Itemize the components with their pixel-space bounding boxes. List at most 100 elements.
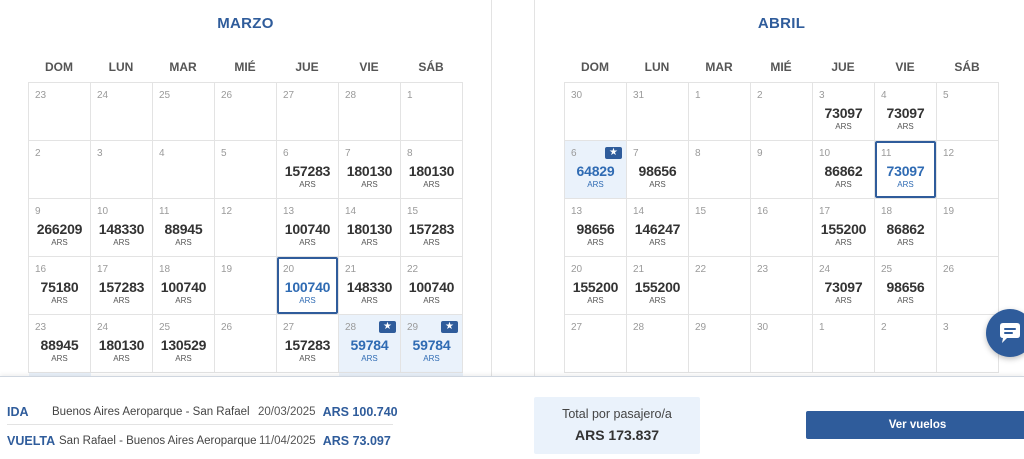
calendar-day[interactable]: 17 157283 ARS	[91, 257, 153, 315]
day-currency: ARS	[361, 180, 378, 189]
day-number: 13	[571, 206, 583, 217]
calendar-day[interactable]: 25 130529 ARS	[153, 315, 215, 373]
day-currency: ARS	[835, 238, 852, 247]
day-number: 15	[695, 206, 707, 217]
leg-route: Buenos Aires Aeroparque - San Rafael	[52, 406, 250, 418]
calendar-day[interactable]: 21 155200 ARS	[627, 257, 689, 315]
calendar-day[interactable]: 24 180130 ARS	[91, 315, 153, 373]
calendar-day[interactable]: 29 ★ 59784 ARS	[401, 315, 463, 373]
calendar-day: 2	[751, 83, 813, 141]
calendar-day: 12	[937, 141, 999, 199]
day-currency: ARS	[587, 180, 604, 189]
day-currency: ARS	[299, 238, 316, 247]
calendar-day[interactable]: 4 73097 ARS	[875, 83, 937, 141]
calendar-day[interactable]: 7 180130 ARS	[339, 141, 401, 199]
day-price: 266209	[36, 221, 83, 237]
day-number: 29	[695, 322, 707, 333]
calendar-day[interactable]: 20 155200 ARS	[565, 257, 627, 315]
calendar-day[interactable]: 18 86862 ARS	[875, 199, 937, 257]
calendar-day[interactable]: 8 180130 ARS	[401, 141, 463, 199]
day-number: 20	[283, 264, 295, 275]
calendar-day: 3	[91, 141, 153, 199]
calendar-day: 5	[937, 83, 999, 141]
day-number: 8	[407, 148, 413, 159]
calendar-day[interactable]: 13 100740 ARS	[277, 199, 339, 257]
calendar-day[interactable]: 17 155200 ARS	[813, 199, 875, 257]
star-ticket-icon: ★	[441, 321, 458, 333]
leg-tag: VUELTA	[7, 434, 56, 448]
day-price: 100740	[284, 279, 331, 295]
day-number: 23	[35, 322, 47, 333]
calendar-day: 15	[689, 199, 751, 257]
day-number: 10	[819, 148, 831, 159]
calendar-day[interactable]: 10 86862 ARS	[813, 141, 875, 199]
day-number: 9	[35, 206, 41, 217]
calendar-day[interactable]: 10 148330 ARS	[91, 199, 153, 257]
day-number: 4	[159, 148, 165, 159]
chat-button[interactable]	[986, 309, 1024, 357]
calendar-day[interactable]: 25 98656 ARS	[875, 257, 937, 315]
day-number: 30	[757, 322, 769, 333]
day-number: 25	[159, 90, 171, 101]
day-price: 157283	[284, 163, 331, 179]
day-currency: ARS	[175, 354, 192, 363]
calendar-day: 26	[215, 83, 277, 141]
month-grid: 30 31 1 2 3 73097 ARS 4 73097 ARS 5 6 ★ 64829 ARS 7 9865…	[564, 82, 999, 373]
day-number: 26	[943, 264, 955, 275]
month-title: MARZO	[217, 15, 274, 32]
day-number: 22	[695, 264, 707, 275]
calendar-day[interactable]: 13 98656 ARS	[565, 199, 627, 257]
calendar-day[interactable]: 15 157283 ARS	[401, 199, 463, 257]
weekday-label: MAR	[705, 60, 733, 74]
total-label: Total por pasajero/a	[562, 407, 672, 421]
day-number: 17	[819, 206, 831, 217]
day-currency: ARS	[423, 354, 440, 363]
day-price: 88945	[164, 221, 203, 237]
day-currency: ARS	[175, 238, 192, 247]
calendar-day: 2	[29, 141, 91, 199]
day-currency: ARS	[897, 296, 914, 305]
calendar-day[interactable]: 14 180130 ARS	[339, 199, 401, 257]
calendar-day[interactable]: 7 98656 ARS	[627, 141, 689, 199]
calendar-day[interactable]: 6 ★ 64829 ARS	[565, 141, 627, 199]
weekday-label: VIE	[359, 60, 379, 74]
calendar-day[interactable]: 18 100740 ARS	[153, 257, 215, 315]
calendar-day[interactable]: 14 146247 ARS	[627, 199, 689, 257]
calendar-day[interactable]: 11 88945 ARS	[153, 199, 215, 257]
calendar-day-selected[interactable]: 11 73097 ARS	[875, 141, 937, 199]
calendar-day[interactable]: 16 75180 ARS	[29, 257, 91, 315]
calendar-day[interactable]: 22 100740 ARS	[401, 257, 463, 315]
calendar-day[interactable]: 23 88945 ARS	[29, 315, 91, 373]
calendar-day: 30	[751, 315, 813, 373]
day-number: 11	[159, 206, 170, 217]
calendar-day[interactable]: 21 148330 ARS	[339, 257, 401, 315]
day-currency: ARS	[175, 296, 192, 305]
calendar-day: 22	[689, 257, 751, 315]
day-number: 16	[757, 206, 769, 217]
day-number: 11	[881, 148, 892, 159]
day-number: 12	[943, 148, 955, 159]
day-price: 130529	[160, 337, 207, 353]
calendar-day[interactable]: 24 73097 ARS	[813, 257, 875, 315]
day-price: 146247	[634, 221, 681, 237]
calendar-day[interactable]: 3 73097 ARS	[813, 83, 875, 141]
calendar-day[interactable]: 9 266209 ARS	[29, 199, 91, 257]
day-price: 180130	[408, 163, 455, 179]
day-number: 18	[881, 206, 893, 217]
day-price: 155200	[572, 279, 619, 295]
day-number: 14	[345, 206, 357, 217]
calendar-day-selected[interactable]: 20 100740 ARS	[277, 257, 339, 315]
view-flights-button[interactable]: Ver vuelos	[806, 411, 1024, 439]
calendar-day: 2	[875, 315, 937, 373]
calendar-day[interactable]: 27 157283 ARS	[277, 315, 339, 373]
calendar-day[interactable]: 6 157283 ARS	[277, 141, 339, 199]
calendar-day: 30	[565, 83, 627, 141]
day-currency: ARS	[51, 354, 68, 363]
leg-tag: IDA	[7, 405, 29, 419]
calendar-day: 25	[153, 83, 215, 141]
calendar-day[interactable]: 28 ★ 59784 ARS	[339, 315, 401, 373]
day-price: 148330	[98, 221, 145, 237]
day-number: 1	[695, 90, 701, 101]
day-price: 180130	[98, 337, 145, 353]
weekday-label: SÁB	[418, 60, 444, 74]
